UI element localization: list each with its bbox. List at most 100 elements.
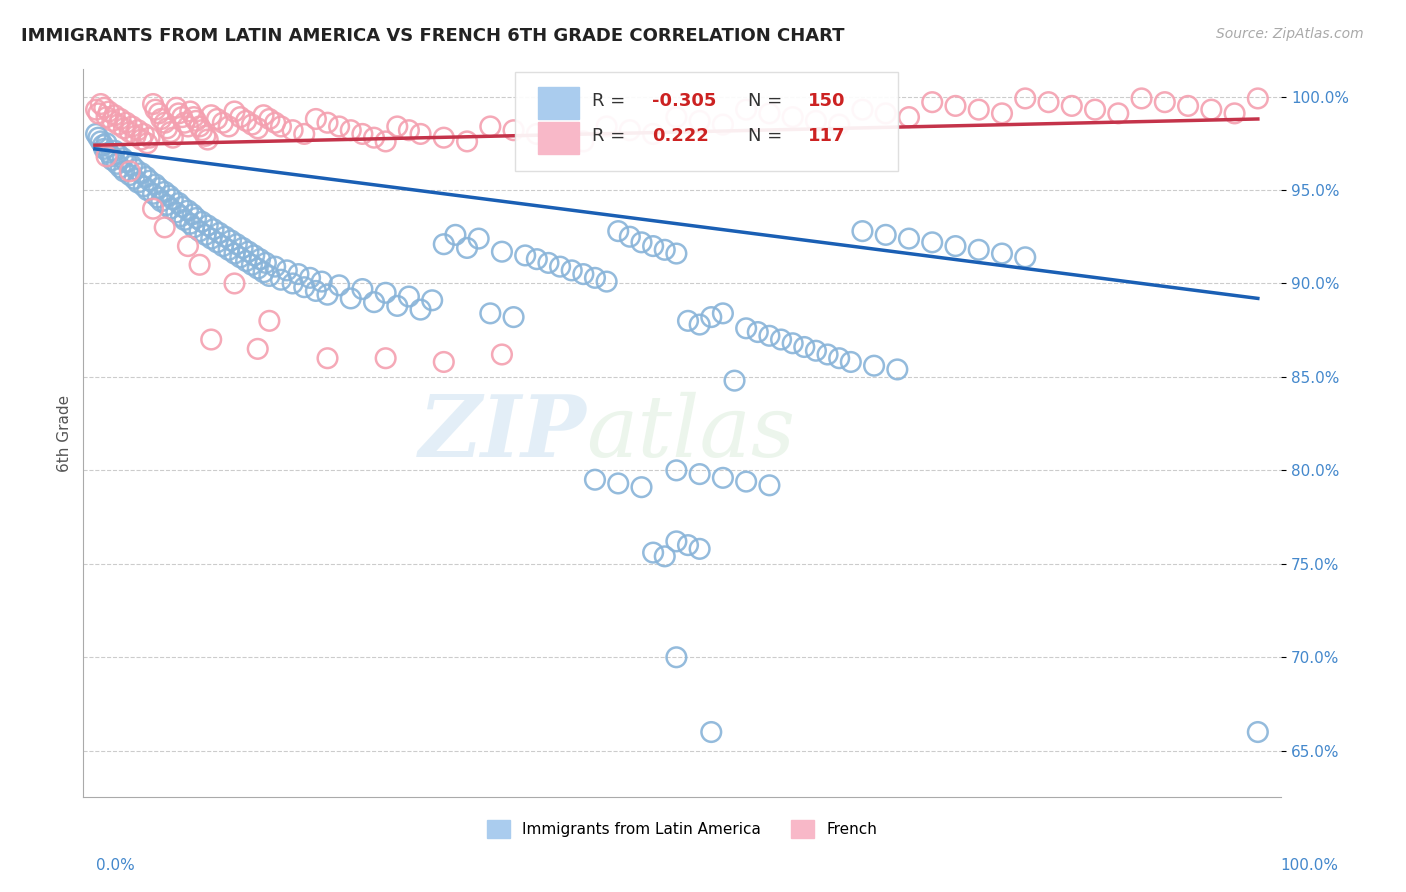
Point [689,318,711,332]
Point [299,270,322,285]
Point [607,476,630,491]
Point [131,132,153,146]
Point [97,145,120,160]
Point [188,258,211,272]
Point [179,217,201,231]
Point [91,138,114,153]
Point [118,164,141,178]
Point [875,106,897,120]
Point [502,310,524,324]
Point [804,113,827,128]
Point [700,725,723,739]
Point [224,246,246,260]
Point [238,244,260,259]
Point [107,147,129,161]
Point [292,127,315,141]
Point [84,103,107,117]
Point [105,157,128,171]
Point [398,289,420,303]
Point [1247,91,1270,105]
Point [110,112,132,126]
Point [945,239,967,253]
Point [897,231,920,245]
Point [249,252,271,267]
Point [148,106,170,120]
Point [84,127,107,141]
Point [101,153,124,167]
Point [711,118,734,132]
Point [886,362,908,376]
Point [145,178,167,192]
Point [124,171,146,186]
Point [218,120,240,134]
Point [491,347,513,361]
Point [136,183,159,197]
Point [264,116,287,130]
Point [118,168,141,182]
Text: N =: N = [748,92,789,111]
Point [240,258,263,272]
Point [491,244,513,259]
Point [132,127,155,141]
Point [700,310,723,324]
Point [184,113,207,128]
Point [433,355,456,369]
Point [782,110,804,124]
Point [676,314,699,328]
Point [875,227,897,242]
Point [191,123,214,137]
Point [747,325,769,339]
Point [967,103,990,117]
Point [153,185,176,199]
Point [305,284,328,298]
Point [170,209,193,223]
Point [817,347,839,361]
Point [101,113,124,128]
Point [202,222,225,236]
Point [264,260,287,274]
Point [945,99,967,113]
FancyBboxPatch shape [538,87,579,119]
Point [665,650,688,665]
Point [153,116,176,130]
Point [328,278,350,293]
Point [138,130,160,145]
Point [225,237,247,252]
Point [352,127,374,141]
Point [132,179,155,194]
Point [96,110,118,124]
Point [735,321,758,335]
Point [165,101,187,115]
Point [619,123,641,137]
Point [240,118,263,132]
Point [316,116,339,130]
Point [526,252,548,267]
Point [316,287,339,301]
Point [145,103,167,117]
Point [90,97,112,112]
Point [197,132,219,146]
Point [305,112,328,126]
Point [146,190,169,204]
Point [374,351,396,366]
Point [252,265,274,279]
Point [159,125,181,139]
Point [526,127,548,141]
Point [991,246,1014,260]
Point [211,116,233,130]
Point [316,351,339,366]
Point [127,176,149,190]
Point [208,226,231,240]
Point [246,261,269,276]
Point [863,359,886,373]
Point [87,106,110,120]
Text: atlas: atlas [586,392,796,475]
Point [328,120,350,134]
Point [595,275,617,289]
Point [118,125,141,139]
Point [456,241,478,255]
Point [252,108,274,122]
Point [735,475,758,489]
Point [188,224,211,238]
Point [363,295,385,310]
